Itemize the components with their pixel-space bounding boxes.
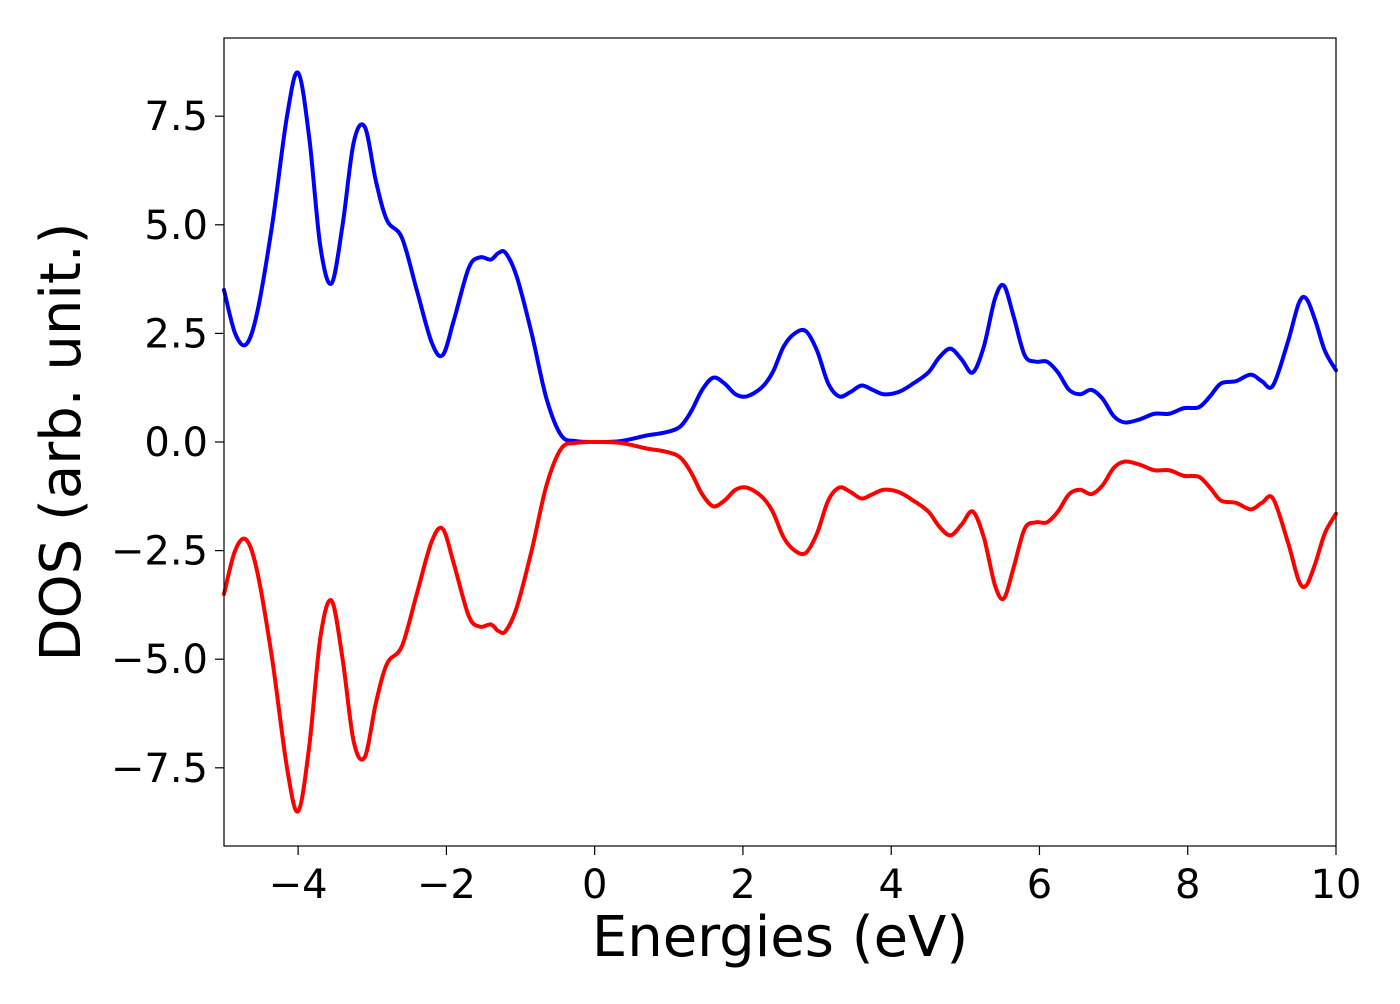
x-axis: −4 −2 0 2 4 6 8 10: [269, 846, 1362, 908]
y-axis-title: DOS (arb. unit.): [29, 222, 94, 661]
y-axis: 7.5 5.0 2.5 0.0 −2.5 −5.0 −7.5: [111, 94, 224, 792]
y-tick-label: 2.5: [144, 311, 208, 357]
x-tick-label: −4: [269, 862, 328, 908]
plot-background: [224, 38, 1336, 846]
y-tick-label: 0.0: [144, 420, 208, 466]
y-tick-label: −5.0: [111, 637, 208, 683]
x-tick-label: 0: [582, 862, 607, 908]
y-tick-label: −2.5: [111, 529, 208, 575]
x-tick-label: 10: [1311, 862, 1362, 908]
x-tick-label: 2: [730, 862, 755, 908]
x-tick-label: −2: [417, 862, 476, 908]
x-axis-title: Energies (eV): [592, 905, 968, 970]
y-tick-label: 7.5: [144, 94, 208, 140]
x-tick-label: 8: [1175, 862, 1200, 908]
y-tick-label: 5.0: [144, 203, 208, 249]
x-tick-label: 6: [1027, 862, 1052, 908]
series-line-1: [222, 70, 1338, 445]
series-line-2: [222, 439, 1338, 814]
y-tick-label: −7.5: [111, 746, 208, 792]
x-tick-label: 4: [878, 862, 903, 908]
series-layer: [222, 70, 1338, 814]
